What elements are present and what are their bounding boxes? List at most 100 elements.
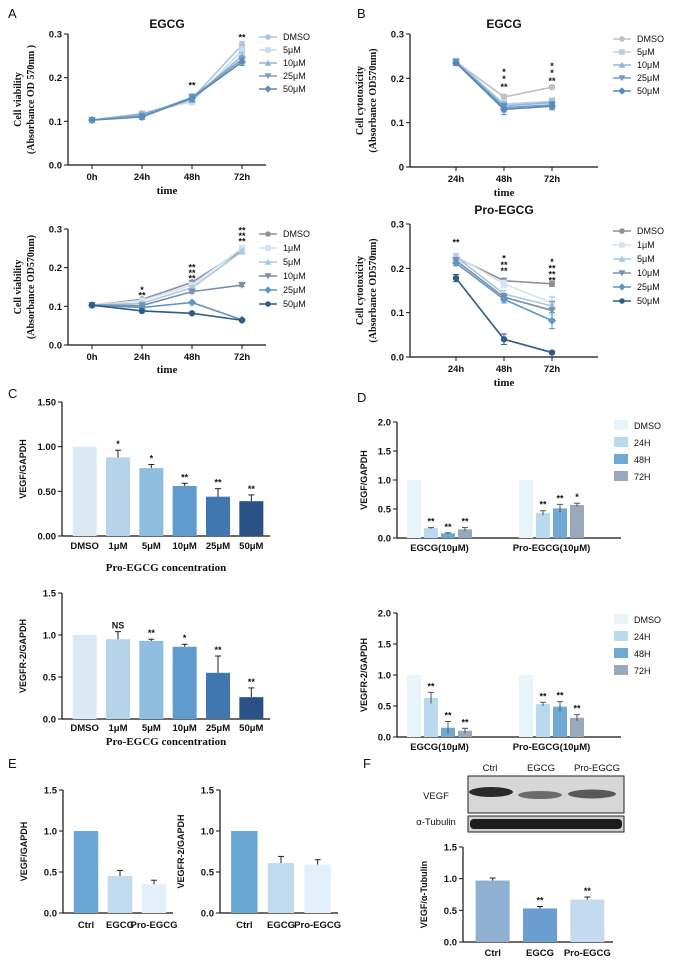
data-point <box>264 273 272 280</box>
x-tick-label: 48h <box>496 174 513 185</box>
series-line <box>91 249 243 306</box>
y-tick-label: 0.1 <box>391 118 405 129</box>
bar <box>570 899 605 942</box>
y-tick-label: 0.0 <box>378 733 391 744</box>
y-axis-subtitle: (Absorbance OD570nm) <box>368 48 379 152</box>
data-point <box>188 94 196 103</box>
legend-label: 25μM <box>637 73 660 83</box>
data-point <box>618 270 626 277</box>
y-tick-label: 1.0 <box>43 631 56 642</box>
x-tick-label: Ctrl <box>484 948 500 959</box>
bar <box>304 864 331 913</box>
significance-marker: ** <box>584 886 592 896</box>
data-point <box>264 59 272 66</box>
data-point <box>618 283 626 291</box>
data-point <box>138 112 146 121</box>
blot-lane-proegcg: Pro-EGCG <box>574 763 620 774</box>
significance-marker: ** <box>548 270 556 280</box>
significance-marker: ** <box>214 645 222 655</box>
significance-marker: ** <box>238 236 246 246</box>
chart-d-vegf-grouped-bars: 0.00.51.01.52.0******EGCG(10μM)**** *Pro-… <box>359 418 661 555</box>
series-DMSO <box>88 40 246 124</box>
bar <box>106 457 130 536</box>
significance-marker: ** <box>500 266 508 276</box>
series-50μM <box>452 274 556 356</box>
y-tick-label: 0.0 <box>378 534 391 545</box>
data-point <box>138 307 146 315</box>
x-axis-title: time <box>494 187 515 199</box>
y-tick-label: 0.3 <box>49 225 62 236</box>
x-tick-label: Pro-EGCG <box>294 920 341 931</box>
x-tick-label: 72h <box>544 364 561 375</box>
bar <box>522 908 558 942</box>
legend-label: DMSO <box>283 229 310 239</box>
panel-label-c: C <box>8 386 17 401</box>
data-point <box>88 116 96 125</box>
x-tick-label: 1μM <box>108 723 127 734</box>
y-tick-label: 1.50 <box>38 398 57 409</box>
significance-marker: ** <box>238 231 246 241</box>
significance-marker: ** <box>539 500 547 510</box>
blot-row-vegf: VEGF <box>423 791 449 802</box>
y-tick-label: 0.3 <box>391 30 404 41</box>
y-tick-label: 0.0 <box>43 715 56 726</box>
significance-marker: ** <box>444 522 452 532</box>
x-tick-label: EGCG <box>106 920 134 931</box>
legend-label: 24H <box>634 438 651 448</box>
y-axis-title: VEGF/GAPDH <box>19 822 29 882</box>
significance-marker: ** <box>500 260 508 270</box>
blot-row-tubulin: α-Tubulin <box>416 817 455 828</box>
data-point <box>88 301 96 309</box>
y-tick-label: 1.5 <box>201 786 215 797</box>
bar <box>139 640 164 719</box>
bar <box>519 480 533 538</box>
significance-marker: * <box>150 454 154 464</box>
legend-label: DMSO <box>637 34 664 44</box>
bar <box>536 513 550 538</box>
y-tick-label: 0.2 <box>391 74 404 85</box>
x-tick-label: 48h <box>184 352 201 363</box>
x-tick-label: 0h <box>86 352 97 363</box>
x-axis-title: time <box>494 377 515 389</box>
data-point <box>548 84 556 91</box>
x-tick-label: Ctrl <box>78 920 94 931</box>
legend-label: 10μM <box>283 271 306 281</box>
data-point <box>238 57 246 66</box>
y-tick-label: 0.2 <box>49 73 62 84</box>
data-point <box>548 316 556 325</box>
legend-swatch <box>614 437 628 447</box>
chart-b-egcg-cytotoxicity: EGCG 0 0.1 0.2 0.3 24h 48h 72h time Cell cytotoxi… <box>355 17 664 199</box>
y-tick-label: 0.2 <box>49 263 62 274</box>
western-blot: Ctrl EGCG Pro-EGCG VEGF α-Tubulin <box>416 763 625 833</box>
data-point <box>618 61 626 68</box>
data-point <box>619 298 625 304</box>
bar <box>239 501 264 536</box>
y-tick-label: 0.0 <box>391 353 404 364</box>
x-tick-label: 5μM <box>142 723 161 734</box>
y-tick-label: 0.0 <box>201 909 214 920</box>
data-point <box>548 102 556 111</box>
legend-swatch <box>614 454 628 464</box>
data-point <box>188 288 196 296</box>
x-tick-label: 25μM <box>206 541 230 552</box>
x-tick-label: 72h <box>234 172 251 183</box>
x-group-label: EGCG(10μM) <box>410 742 469 753</box>
vegf-band-proegcg <box>568 789 616 799</box>
y-axis-title: Cell viability <box>13 260 24 315</box>
x-tick-label: 24h <box>134 172 151 183</box>
y-tick-label: 0.5 <box>201 868 215 879</box>
series-50μM <box>88 57 246 125</box>
significance-marker: ** <box>188 273 196 283</box>
y-axis-title: Cell cytotoxicity <box>355 256 366 325</box>
y-tick-label: 0.2 <box>391 264 404 275</box>
data-point <box>238 47 246 54</box>
x-tick-label: 24h <box>448 174 465 185</box>
data-point <box>500 280 508 288</box>
y-tick-label: 2.0 <box>378 609 391 620</box>
y-tick-label: 1.0 <box>378 671 391 682</box>
legend-label: 5μM <box>637 254 655 264</box>
bar <box>441 533 455 538</box>
y-tick-label: 1.5 <box>44 786 58 797</box>
y-axis-title: VEGFR-2/GAPDH <box>359 638 369 712</box>
